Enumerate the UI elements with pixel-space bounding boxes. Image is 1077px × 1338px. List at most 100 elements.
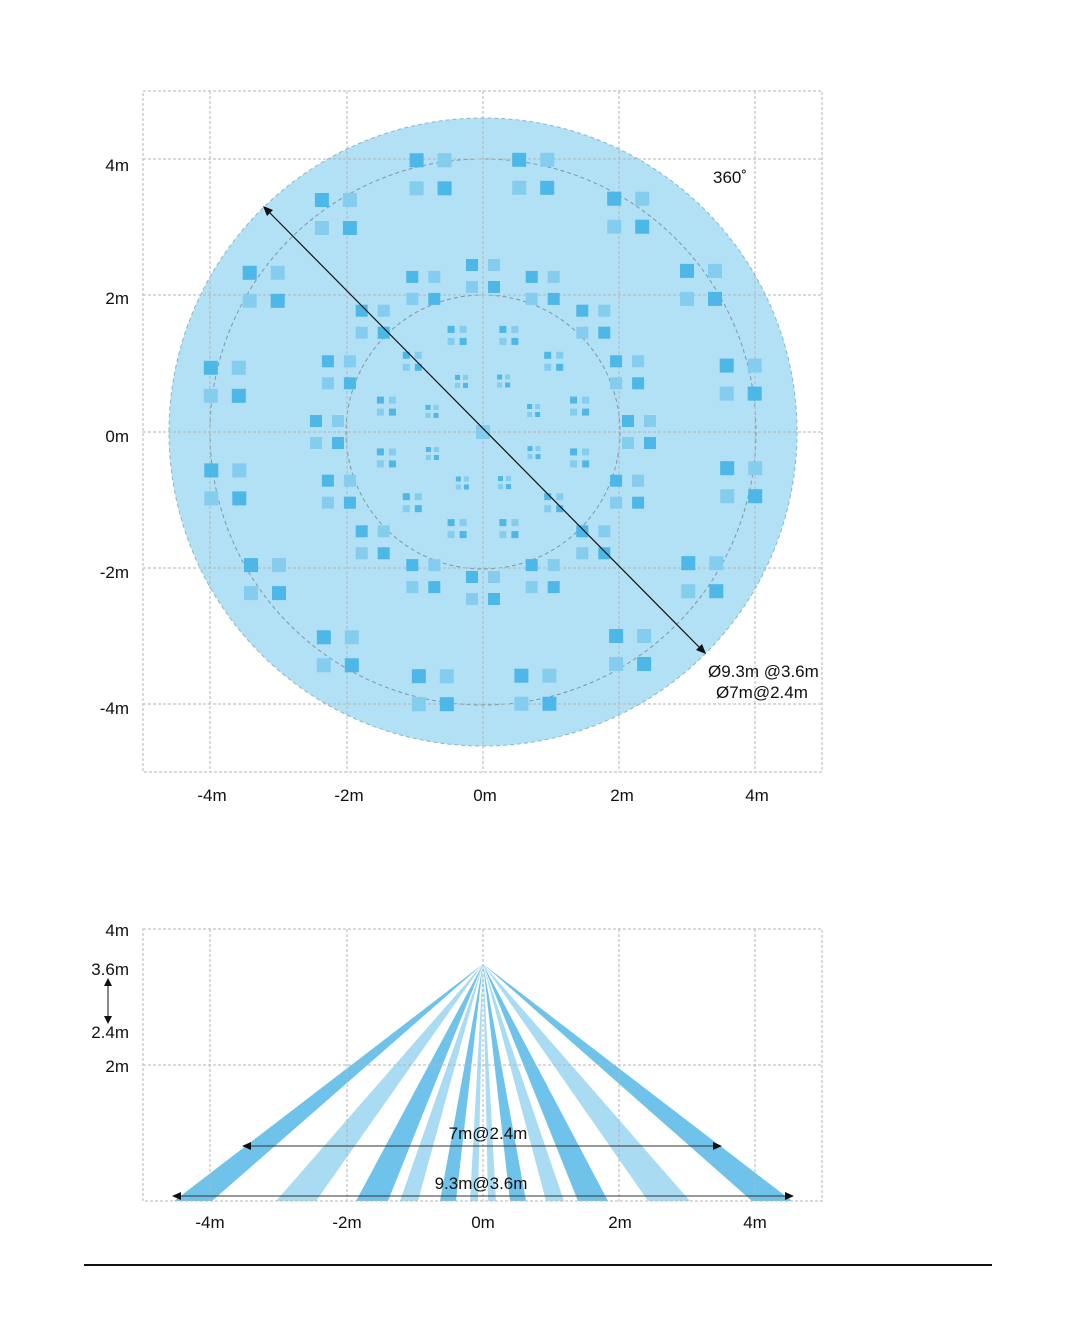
detection-zone [512, 180, 527, 195]
detection-zone [447, 325, 455, 333]
y-tick-label: 4m [105, 156, 129, 175]
detection-zone [680, 263, 694, 278]
angle-label: 360˚ [713, 168, 747, 187]
side-view-grid [142, 928, 823, 1202]
detection-beam [483, 964, 792, 1201]
detection-zone [582, 448, 590, 456]
range-arrow-high [172, 1192, 794, 1200]
detection-zone [428, 292, 441, 305]
detection-zone [376, 448, 384, 456]
detection-zone [598, 525, 611, 538]
detection-beam [483, 964, 690, 1201]
detection-zone [609, 657, 624, 671]
detection-zone [632, 377, 645, 390]
detection-zone [406, 559, 419, 572]
detection-zone [344, 658, 359, 673]
detection-zone [527, 412, 533, 417]
diameter-arrow [263, 206, 706, 654]
detection-zone [488, 259, 500, 271]
height-arrow [104, 978, 112, 1024]
detection-zone [459, 519, 467, 527]
detection-zone [506, 476, 511, 482]
side-view-diagram: 7m@2.4m 9.3m@3.6m 4m 3.6m 2.4m 2m -4m -2… [91, 921, 823, 1232]
detection-zone [439, 669, 454, 684]
detection-zone [708, 291, 722, 306]
detection-zone [402, 363, 410, 371]
detection-zone [547, 292, 560, 305]
detection-zone [499, 337, 507, 345]
detection-zone [610, 355, 623, 368]
detection-zone [402, 351, 410, 359]
detection-zone [488, 281, 500, 293]
y-tick-label: 2.4m [91, 1023, 129, 1042]
detection-zone [527, 404, 533, 409]
detection-zone [463, 382, 468, 388]
detection-zone [425, 412, 431, 418]
detection-zone [314, 193, 329, 207]
detection-zone [720, 461, 735, 476]
detection-zone [570, 396, 578, 404]
range-arrow-low [242, 1142, 722, 1150]
detection-zone [242, 265, 257, 280]
detection-zone [332, 437, 344, 449]
detection-zone [632, 496, 645, 509]
x-tick-label: -4m [195, 1213, 224, 1232]
detection-zone [535, 412, 541, 417]
detection-zone [488, 593, 500, 605]
detection-zone [748, 461, 763, 476]
detection-zone [466, 593, 478, 605]
detection-zone [459, 531, 467, 539]
detection-zone [466, 281, 478, 293]
detection-zone [544, 363, 552, 371]
detection-zone [343, 474, 356, 487]
detection-zone [466, 571, 478, 583]
detection-zone [556, 363, 564, 371]
detection-zone [576, 547, 589, 560]
x-tick-label: 2m [608, 1213, 632, 1232]
detection-zone [242, 293, 257, 308]
detection-zone [409, 153, 424, 168]
detection-zone [598, 304, 611, 317]
detection-zone [511, 531, 519, 539]
detection-zone [709, 584, 724, 599]
detection-zone [511, 325, 519, 333]
detection-zone [409, 181, 424, 196]
detection-zone [540, 180, 555, 195]
detection-zone [270, 265, 285, 280]
detection-zone [314, 221, 329, 235]
detection-zone [463, 476, 469, 482]
detection-zone [499, 325, 507, 333]
diameter-label-low: Ø7m@2.4m [716, 683, 808, 702]
detection-zone [681, 556, 696, 571]
detection-zone [556, 505, 564, 513]
detection-beam [400, 964, 483, 1201]
detection-zone [637, 629, 652, 643]
detection-zone [377, 304, 390, 317]
detection-zone [437, 181, 452, 196]
detection-zone [544, 505, 552, 513]
detection-zone [535, 404, 541, 409]
detection-zone [556, 351, 564, 359]
top-view-diagram: 360˚ Ø9.3m @3.6m Ø7m@2.4m 4m 2m 0m -2m -… [100, 90, 823, 805]
detection-zone [644, 415, 656, 427]
detection-zone [499, 519, 507, 527]
detection-zone [437, 153, 452, 168]
y-tick-label: -2m [100, 563, 129, 582]
detection-beam [276, 964, 483, 1201]
y-tick-label: -4m [100, 699, 129, 718]
detection-zone [582, 408, 590, 416]
detection-zone [609, 629, 624, 643]
detection-zone [433, 455, 439, 460]
detection-zone [576, 525, 589, 538]
x-tick-label: -2m [332, 1213, 361, 1232]
detection-zone [535, 454, 541, 460]
detection-zone [425, 455, 431, 460]
detection-zone [463, 374, 468, 380]
detection-zone [582, 460, 590, 468]
detection-zone [708, 263, 722, 278]
detection-zone [632, 474, 645, 487]
detection-zone [632, 355, 645, 368]
detection-zone [637, 657, 652, 671]
y-tick-label: 4m [105, 921, 129, 940]
detection-zone [376, 408, 384, 416]
